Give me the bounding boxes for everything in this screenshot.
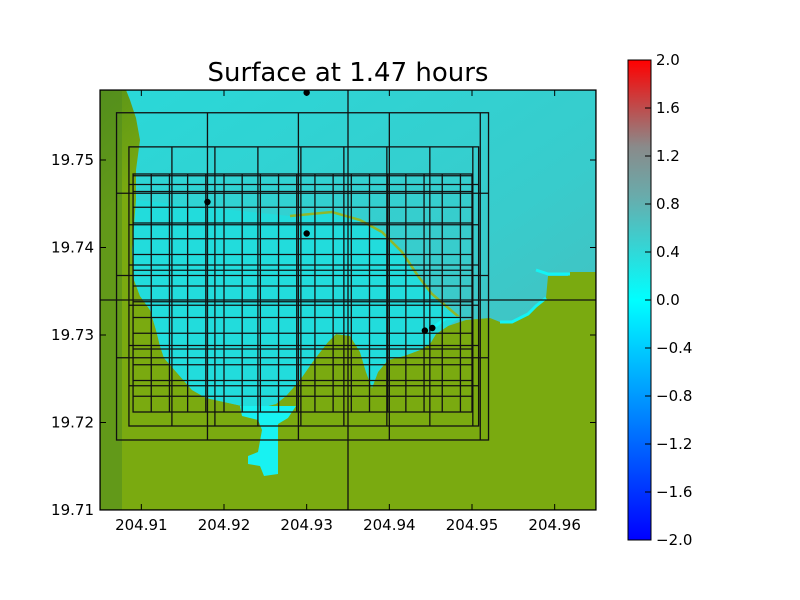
x-tick-label: 204.91 <box>115 516 168 534</box>
plot-area <box>100 90 596 510</box>
gauge-point <box>429 324 436 332</box>
colorbar-tick-label: −2.0 <box>656 531 692 549</box>
grid-patch-border-1 <box>115 112 490 441</box>
x-tick-label: 204.93 <box>280 516 333 534</box>
x-tick-label: 204.94 <box>363 516 416 534</box>
colorbar-tick-label: 2.0 <box>656 51 680 69</box>
gauge-point <box>303 230 310 237</box>
colorbar-tick-label: 0.8 <box>656 195 680 213</box>
colorbar-tick-label: −0.8 <box>656 387 692 405</box>
x-tick-label: 204.95 <box>446 516 499 534</box>
amr-grid-lines <box>100 90 596 510</box>
y-tick-label: 19.73 <box>51 326 94 344</box>
grid-patch-border-2 <box>128 146 480 427</box>
plot-frame <box>99 89 597 511</box>
colorbar-tick-label: 0.4 <box>656 243 680 261</box>
colorbar-tick-label: 1.6 <box>656 99 680 117</box>
gauge-point <box>421 327 429 334</box>
y-tick-label: 19.72 <box>51 414 94 432</box>
colorbar-tick-label: −1.6 <box>656 483 692 501</box>
y-tick-label: 19.74 <box>51 239 94 257</box>
y-tick-label: 19.71 <box>51 501 94 519</box>
colorbar-tick-label: −1.2 <box>656 435 692 453</box>
gauge-point <box>204 198 211 206</box>
harbor-inlet-water <box>240 406 296 476</box>
colorbar-tick-label: 1.2 <box>656 147 680 165</box>
colorbar-tick-label: 0.0 <box>656 291 680 309</box>
x-tick-label: 204.92 <box>198 516 251 534</box>
x-axis: 204.91 204.92 204.93 204.94 204.95 204.96 <box>115 90 581 534</box>
colorbar-axis: 2.0 1.6 1.2 0.8 0.4 0.0 −0.4 −0.8 −1.2 −1.6 −2.0 <box>645 51 692 549</box>
colorbar-tick-label: −0.4 <box>656 339 692 357</box>
chart-title: Surface at 1.47 hours <box>208 58 489 88</box>
y-tick-label: 19.75 <box>51 151 94 169</box>
x-tick-label: 204.96 <box>528 516 581 534</box>
grid-patch-border-3 <box>132 173 473 413</box>
y-axis: 19.71 19.72 19.73 19.74 19.75 <box>51 151 596 519</box>
